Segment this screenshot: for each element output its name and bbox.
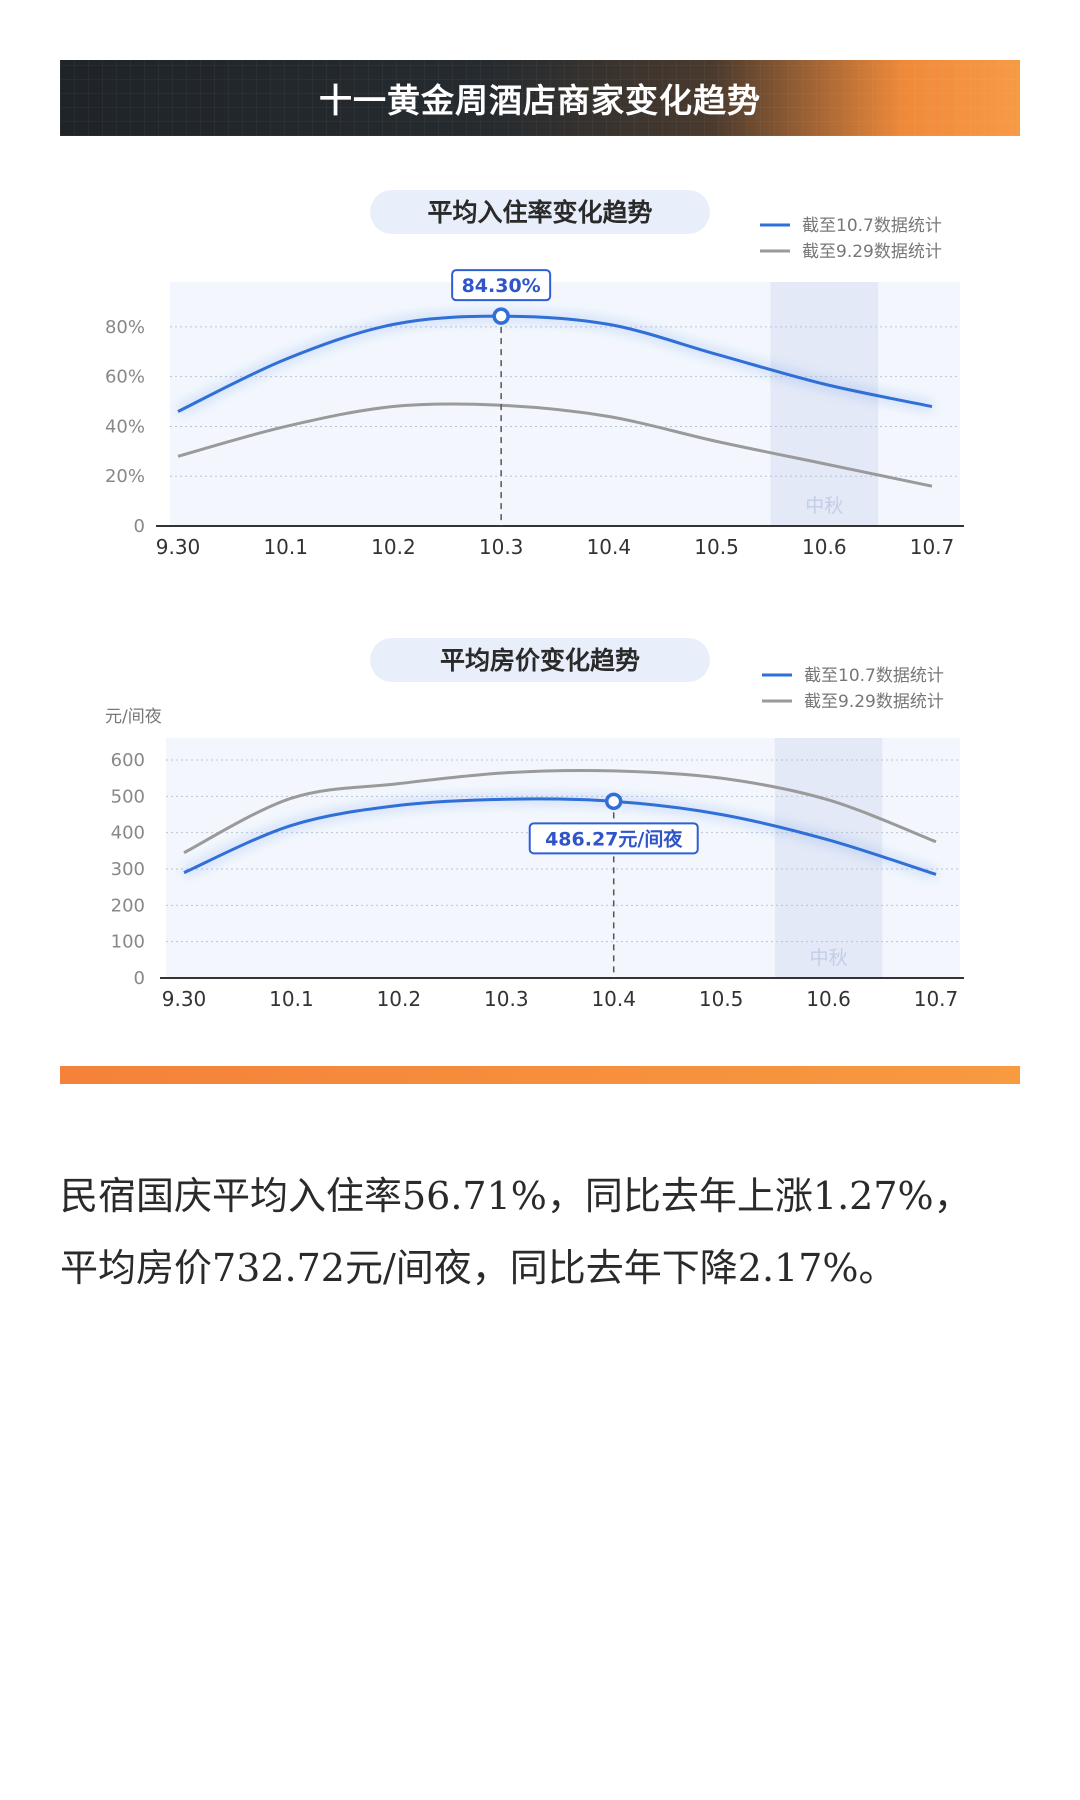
x-tick-label: 10.3: [479, 535, 524, 559]
y-tick-label: 20%: [105, 466, 145, 487]
x-tick-label: 10.6: [806, 987, 851, 1011]
holiday-shaded-region: [770, 282, 879, 526]
y-tick-label: 300: [111, 859, 145, 880]
chart-title: 平均入住率变化趋势: [427, 198, 652, 227]
summary-line-2: 平均房价732.72元/间夜，同比去年下降2.17%。: [60, 1246, 897, 1290]
legend-label: 截至9.29数据统计: [802, 242, 942, 262]
highlight-point: [604, 792, 623, 811]
holiday-label: 中秋: [805, 495, 843, 517]
y-tick-label: 400: [111, 823, 145, 844]
x-tick-label: 10.6: [802, 535, 847, 559]
y-tick-label: 0: [134, 968, 145, 989]
header-title: 十一黄金周酒店商家变化趋势: [319, 81, 761, 120]
series-line: [183, 768, 937, 854]
legend-label: 截至10.7数据统计: [804, 666, 944, 686]
y-tick-label: 0: [134, 516, 145, 537]
y-axis-unit-label: 元/间夜: [105, 707, 162, 727]
x-tick-label: 10.4: [587, 535, 632, 559]
y-tick-label: 200: [111, 895, 145, 916]
price-chart: 平均房价变化趋势截至10.7数据统计 截至9.29数据统计元/间夜中秋 0 100 20…: [60, 620, 1020, 1040]
y-tick-label: 600: [111, 750, 145, 771]
chart-title-pill: [370, 190, 710, 234]
series-line: [177, 314, 933, 413]
x-tick-label: 10.2: [377, 987, 422, 1011]
holiday-label: 中秋: [810, 947, 848, 969]
highlight-point: [492, 307, 510, 325]
x-tick-label: 10.2: [371, 535, 416, 559]
highlight-label: 84.30%: [462, 275, 541, 297]
legend-label: 截至9.29数据统计: [804, 692, 944, 712]
x-tick-label: 9.30: [156, 535, 201, 559]
x-tick-label: 10.5: [699, 987, 744, 1011]
x-tick-label: 10.5: [694, 535, 739, 559]
highlight-label-box: [451, 269, 552, 302]
highlight-label: 486.27元/间夜: [545, 827, 683, 850]
series-line: [183, 797, 937, 876]
y-tick-label: 80%: [105, 317, 145, 338]
x-tick-label: 10.1: [263, 535, 308, 559]
chart-svg: 平均入住率变化趋势截至10.7数据统计截至9.29数据统计中秋 0 20% 40% 60…: [105, 190, 964, 559]
summary-line-1: 民宿国庆平均入住率56.71%，同比去年上涨1.27%，: [60, 1174, 972, 1218]
y-tick-label: 60%: [105, 367, 145, 388]
x-tick-label: 10.3: [484, 987, 529, 1011]
x-tick-label: 10.1: [269, 987, 314, 1011]
x-tick-label: 10.7: [910, 535, 955, 559]
x-tick-label: 10.7: [914, 987, 959, 1011]
y-tick-label: 40%: [105, 416, 145, 437]
highlight-label-box: [528, 822, 699, 855]
series-line: [177, 402, 933, 488]
chart-title: 平均房价变化趋势: [440, 646, 640, 675]
summary-text: 民宿国庆平均入住率56.71%，同比去年上涨1.27%， 平均房价732.72元…: [60, 1160, 1020, 1304]
y-tick-label: 500: [111, 786, 145, 807]
bottom-divider-bar: [60, 1066, 1020, 1084]
holiday-shaded-region: [774, 738, 883, 978]
x-tick-label: 10.4: [591, 987, 636, 1011]
chart-title-pill: [370, 638, 710, 682]
legend-label: 截至10.7数据统计: [802, 216, 942, 236]
header-banner: 十一黄金周酒店商家变化趋势: [60, 60, 1020, 136]
x-tick-label: 9.30: [162, 987, 207, 1011]
y-tick-label: 100: [111, 932, 145, 953]
occupancy-chart: 平均入住率变化趋势截至10.7数据统计 截至9.29数据统计 中秋 0 20% 40% 60…: [60, 170, 1020, 590]
